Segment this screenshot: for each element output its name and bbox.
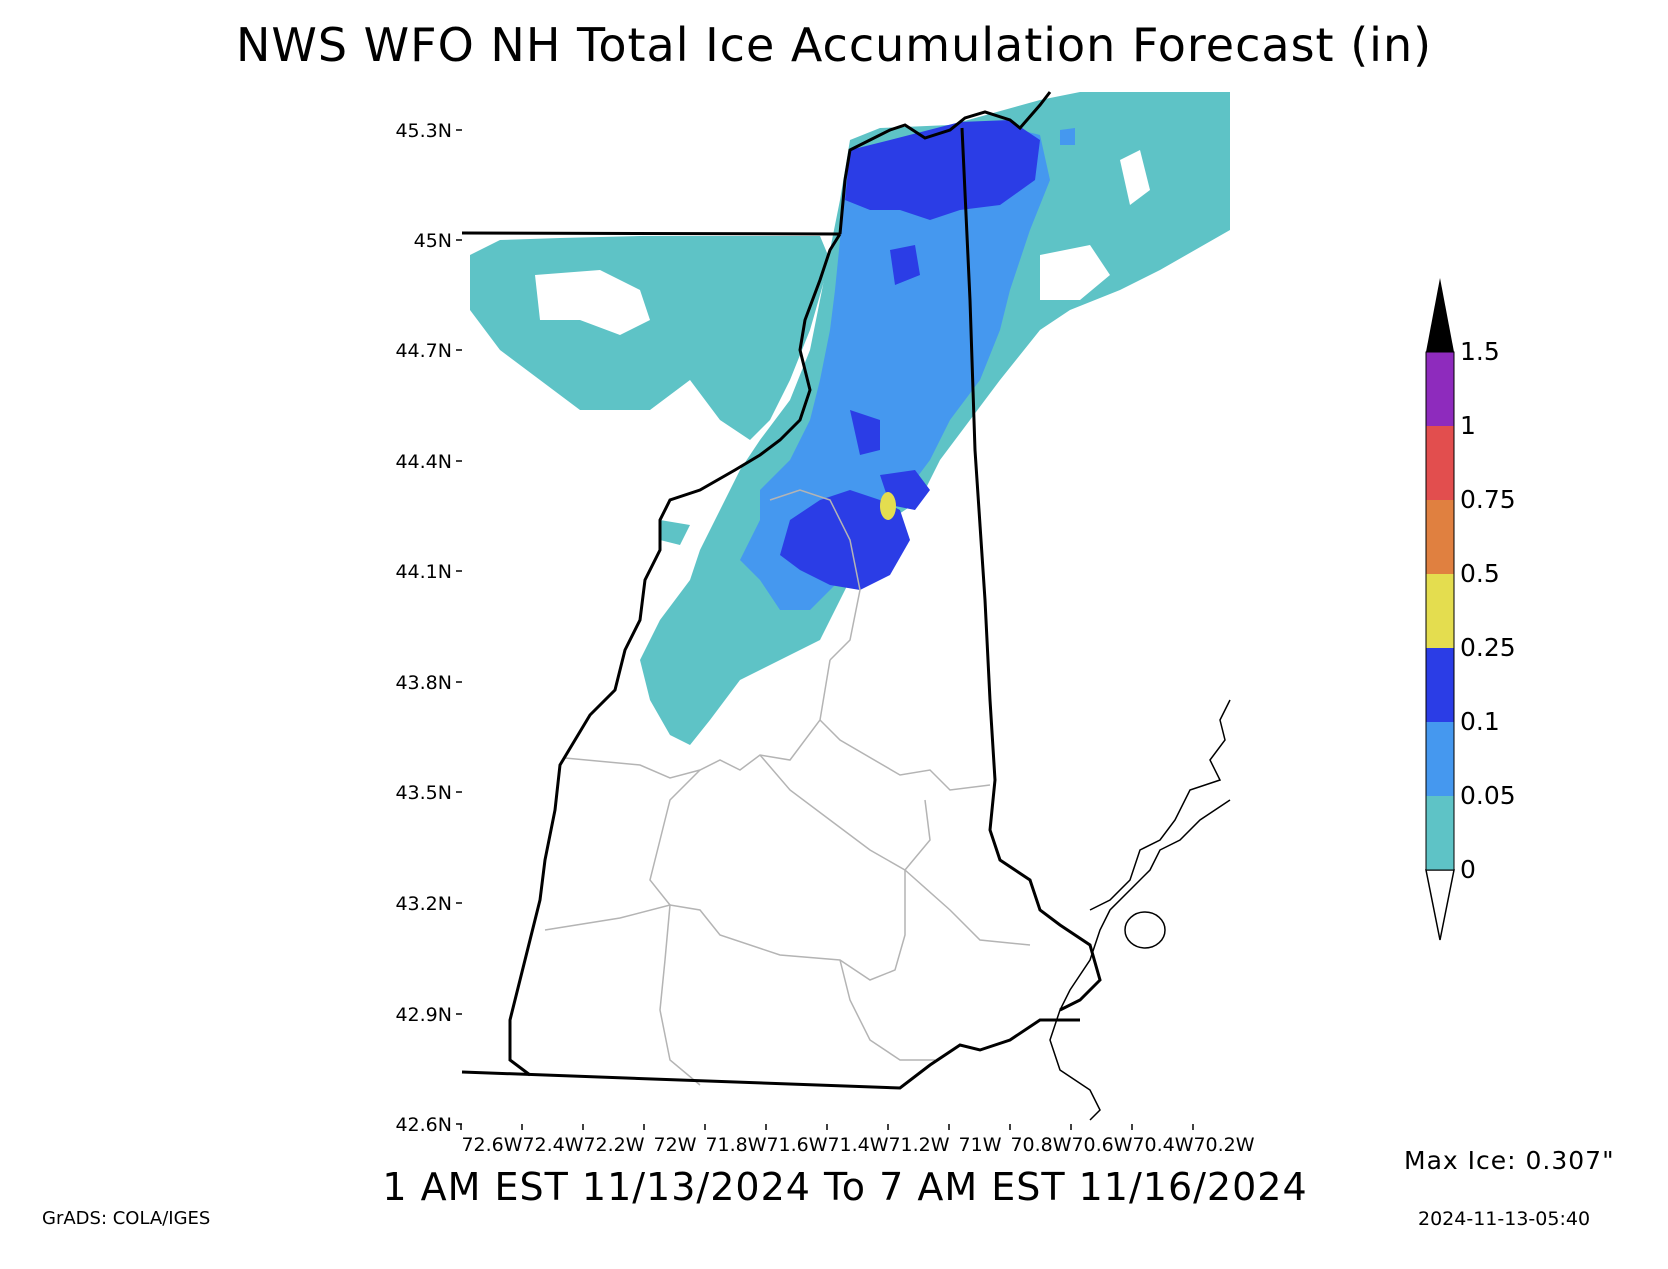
colorbar-under-arrow [1425,869,1455,941]
lat-tick-label: 43.5N [395,782,452,804]
ice-max-spot [880,492,896,520]
lon-tick-label: 70.2W [1193,1134,1254,1156]
colorbar: 0 0.05 0.1 0.25 0.5 0.75 1 1.5 [1425,278,1516,941]
ice-zone-2-north [845,120,1040,220]
ice-accumulation-field [470,92,1230,745]
colorbar-swatch [1426,648,1454,722]
county-boundaries [544,489,1031,1086]
lon-tick-label: 72.2W [583,1134,644,1156]
colorbar-label: 1.5 [1460,337,1500,366]
colorbar-swatch [1426,722,1454,796]
lat-tick-label: 44.7N [395,340,452,362]
lat-tick-label: 44.1N [395,561,452,583]
colorbar-over-arrow [1426,278,1454,352]
colorbar-label: 0 [1460,855,1476,884]
axes [456,129,1194,1130]
colorbar-label: 0.75 [1460,485,1516,514]
colorbar-label: 0.25 [1460,633,1516,662]
lat-tick-label: 42.9N [395,1004,452,1026]
lon-tick-label: 72.6W [461,1134,522,1156]
lon-tick-label: 71.2W [888,1134,949,1156]
ice-zone-1 [740,125,1050,610]
lon-tick-label: 71W [959,1134,1002,1156]
state-boundaries [461,91,1102,1090]
lat-tick-label: 45N [414,230,452,252]
lat-tick-label: 43.2N [395,893,452,915]
ice-zone-2-south [780,490,910,590]
colorbar-label: 0.05 [1460,781,1516,810]
lat-tick-labels: 45.3N 45N 44.7N 44.4N 44.1N 43.8N 43.5N … [395,120,452,1136]
lon-tick-label: 70.6W [1071,1134,1132,1156]
colorbar-swatch [1426,426,1454,500]
colorbar-swatch [1426,352,1454,426]
colorbar-label: 0.1 [1460,707,1500,736]
lon-tick-label: 70.8W [1010,1134,1071,1156]
software-credit: GrADS: COLA/IGES [42,1208,211,1229]
lon-tick-label: 71.4W [827,1134,888,1156]
lon-tick-label: 71.6W [766,1134,827,1156]
valid-period: 1 AM EST 11/13/2024 To 7 AM EST 11/16/20… [382,1165,1308,1209]
lon-tick-label: 72.4W [522,1134,583,1156]
map-title: NWS WFO NH Total Ice Accumulation Foreca… [235,18,1433,72]
colorbar-label: 0.5 [1460,559,1500,588]
generated-timestamp: 2024-11-13-05:40 [1418,1208,1591,1230]
lon-tick-labels: 72.6W 72.4W 72.2W 72W 71.8W 71.6W 71.4W … [461,1134,1254,1156]
lon-tick-label: 71.8W [705,1134,766,1156]
lon-tick-label: 70.4W [1132,1134,1193,1156]
lat-tick-label: 42.6N [395,1114,452,1136]
max-ice-value: Max Ice: 0.307" [1404,1146,1615,1175]
lat-tick-label: 44.4N [395,451,452,473]
colorbar-swatch [1426,796,1454,870]
ice-zone-0-west [470,236,830,440]
colorbar-label: 1 [1460,411,1476,440]
colorbar-swatch [1426,574,1454,648]
lat-tick-label: 45.3N [395,120,452,142]
lon-tick-label: 72W [654,1134,697,1156]
coastline [1049,699,1231,1121]
colorbar-swatch [1426,500,1454,574]
lat-tick-label: 43.8N [395,672,452,694]
